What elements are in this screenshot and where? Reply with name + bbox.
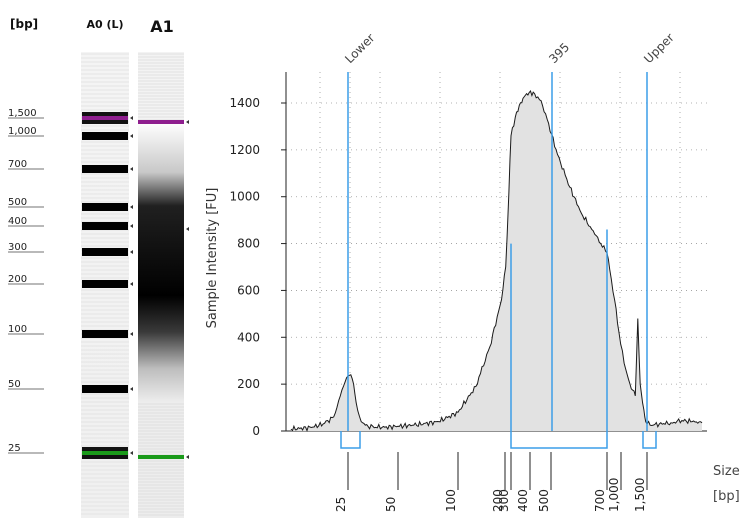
ladder-size-label: 50	[8, 379, 21, 390]
x-tick-label: 1,000	[607, 478, 621, 512]
lane-label-sample: A1	[150, 17, 174, 36]
ladder-size-label: 500	[8, 197, 27, 208]
ladder-size-label: 25	[8, 443, 21, 454]
ladder-band-arrow	[130, 250, 133, 254]
sample-arrow-upper	[186, 120, 189, 124]
y-tick-label: 1000	[229, 190, 260, 204]
gel-unit-label: [bp]	[10, 17, 38, 31]
x-tick-label: 100	[444, 489, 458, 512]
upper-marker-bracket	[642, 431, 657, 449]
ladder-band-arrow	[130, 282, 133, 286]
ladder-band	[82, 451, 128, 455]
ladder-band	[82, 116, 128, 120]
x-tick-label: 200	[491, 489, 505, 512]
y-tick-label: 0	[252, 424, 260, 438]
ladder-size-label: 100	[8, 324, 27, 335]
y-axis-label: Sample Intensity [FU]	[205, 188, 220, 329]
upper-marker-band-sample	[138, 120, 184, 124]
sample-arrow-lower	[186, 455, 189, 459]
y-tick-label: 1400	[229, 96, 260, 110]
ladder-band	[82, 222, 128, 230]
ladder-band	[82, 203, 128, 211]
ladder-band-arrow	[130, 134, 133, 138]
sample-arrow-mid	[186, 227, 189, 231]
ladder-band	[82, 248, 128, 256]
y-tick-label: 600	[237, 283, 260, 297]
x-tick-label: 500	[537, 489, 551, 512]
ladder-size-label: 1,500	[8, 108, 37, 119]
ladder-band-arrow	[130, 332, 133, 336]
peak-label: 395	[546, 40, 572, 66]
y-tick-label: 1200	[229, 143, 260, 157]
sample-lane-bottom	[138, 402, 184, 518]
x-axis-label-line1: Size	[713, 464, 740, 479]
lower-marker-bracket	[340, 431, 361, 449]
trace-line	[290, 89, 703, 433]
ladder-band	[82, 132, 128, 140]
lower-marker-band-sample	[138, 455, 184, 459]
ladder-size-label: 300	[8, 242, 27, 253]
ladder-size-label: 1,000	[8, 126, 37, 137]
lane-label-ladder: A0 (L)	[86, 18, 123, 31]
region-bracket	[510, 229, 608, 449]
ladder-band-arrow	[130, 387, 133, 391]
y-tick-label: 200	[237, 377, 260, 391]
x-tick-label: 25	[334, 497, 348, 512]
ladder-band-arrow	[130, 116, 133, 120]
ladder-band	[82, 280, 128, 288]
x-tick-label: 50	[384, 497, 398, 512]
x-axis-label-line2: [bp]	[713, 489, 740, 504]
ladder-size-label: 700	[8, 159, 27, 170]
ladder-band-arrow	[130, 167, 133, 171]
ladder-band-arrow	[130, 224, 133, 228]
ladder-size-label: 200	[8, 274, 27, 285]
y-tick-label: 400	[237, 330, 260, 344]
x-tick-label: 300	[497, 489, 511, 512]
trace-fill	[291, 91, 702, 431]
y-tick-label: 800	[237, 237, 260, 251]
ladder-band-arrow	[130, 451, 133, 455]
ladder-size-label: 400	[8, 216, 27, 227]
ladder-band	[82, 330, 128, 338]
peak-label: Lower	[342, 31, 377, 66]
ladder-band-arrow	[130, 205, 133, 209]
x-tick-label: 1,500	[633, 478, 647, 512]
x-tick-label: 700	[593, 489, 607, 512]
sample-smear	[138, 122, 184, 402]
x-tick-label: 400	[516, 489, 530, 512]
peak-label: Upper	[641, 30, 677, 66]
ladder-band	[82, 385, 128, 393]
gel-image: [bp] A0 (L) A1 1,500 1,000 700 500 400 300 200…	[8, 17, 189, 518]
ladder-band	[82, 165, 128, 173]
